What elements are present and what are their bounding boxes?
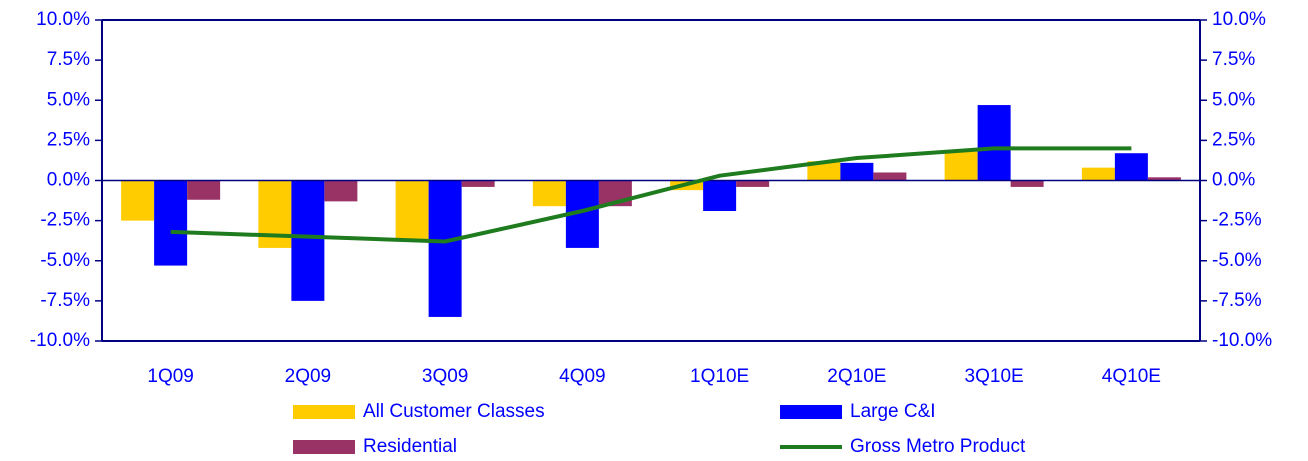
x-tick-label: 4Q09 bbox=[559, 366, 605, 387]
y-tick-label: 10.0% bbox=[36, 9, 90, 30]
legend-label: All Customer Classes bbox=[363, 401, 545, 422]
bar bbox=[428, 180, 462, 317]
bar bbox=[873, 172, 907, 181]
bar bbox=[461, 180, 495, 187]
x-tick-label: 3Q09 bbox=[422, 366, 468, 387]
y2-tick-label: -10.0% bbox=[1212, 330, 1272, 351]
y-tick-label: 0.0% bbox=[47, 170, 90, 191]
y-tick-label: -10.0% bbox=[30, 330, 90, 351]
y2-tick-label: -5.0% bbox=[1212, 250, 1262, 271]
y-tick-label: -7.5% bbox=[40, 290, 90, 311]
bar bbox=[532, 180, 566, 207]
y2-tick-label: -7.5% bbox=[1212, 290, 1262, 311]
legend-swatch bbox=[293, 440, 355, 454]
bar bbox=[736, 180, 770, 187]
bar bbox=[1010, 180, 1044, 187]
y-tick-label: 5.0% bbox=[47, 89, 90, 110]
bar bbox=[187, 180, 221, 200]
x-tick-label: 4Q10E bbox=[1102, 366, 1161, 387]
y2-tick-label: 2.5% bbox=[1212, 129, 1255, 150]
y-tick-label: 2.5% bbox=[47, 129, 90, 150]
line-series bbox=[170, 146, 1132, 244]
legend-swatch bbox=[780, 405, 842, 419]
y2-tick-label: 0.0% bbox=[1212, 170, 1255, 191]
bar bbox=[807, 161, 841, 181]
bar bbox=[840, 162, 874, 181]
y-tick-label: 7.5% bbox=[47, 49, 90, 70]
bar bbox=[154, 180, 188, 266]
bar bbox=[291, 180, 325, 301]
y2-tick-label: 5.0% bbox=[1212, 89, 1255, 110]
x-tick-label: 1Q09 bbox=[147, 366, 193, 387]
y2-tick-label: -2.5% bbox=[1212, 210, 1262, 231]
y2-tick-label: 7.5% bbox=[1212, 49, 1255, 70]
bar bbox=[324, 180, 358, 202]
y2-tick-label: 10.0% bbox=[1212, 9, 1266, 30]
bar bbox=[977, 105, 1011, 181]
bar bbox=[1114, 153, 1148, 181]
legend-swatch bbox=[293, 405, 355, 419]
x-tick-label: 2Q09 bbox=[285, 366, 331, 387]
legend-label: Gross Metro Product bbox=[850, 436, 1026, 457]
bar bbox=[395, 180, 429, 242]
legend-label: Large C&I bbox=[850, 401, 936, 422]
bar bbox=[1081, 167, 1115, 181]
legend-label: Residential bbox=[363, 436, 457, 457]
x-tick-label: 1Q10E bbox=[690, 366, 749, 387]
y-tick-label: -2.5% bbox=[40, 210, 90, 231]
bar bbox=[121, 180, 155, 221]
bar bbox=[703, 180, 737, 211]
bar bbox=[1147, 177, 1181, 181]
bar bbox=[944, 151, 978, 181]
x-tick-label: 3Q10E bbox=[965, 366, 1024, 387]
x-tick-label: 2Q10E bbox=[827, 366, 886, 387]
y-tick-label: -5.0% bbox=[40, 250, 90, 271]
